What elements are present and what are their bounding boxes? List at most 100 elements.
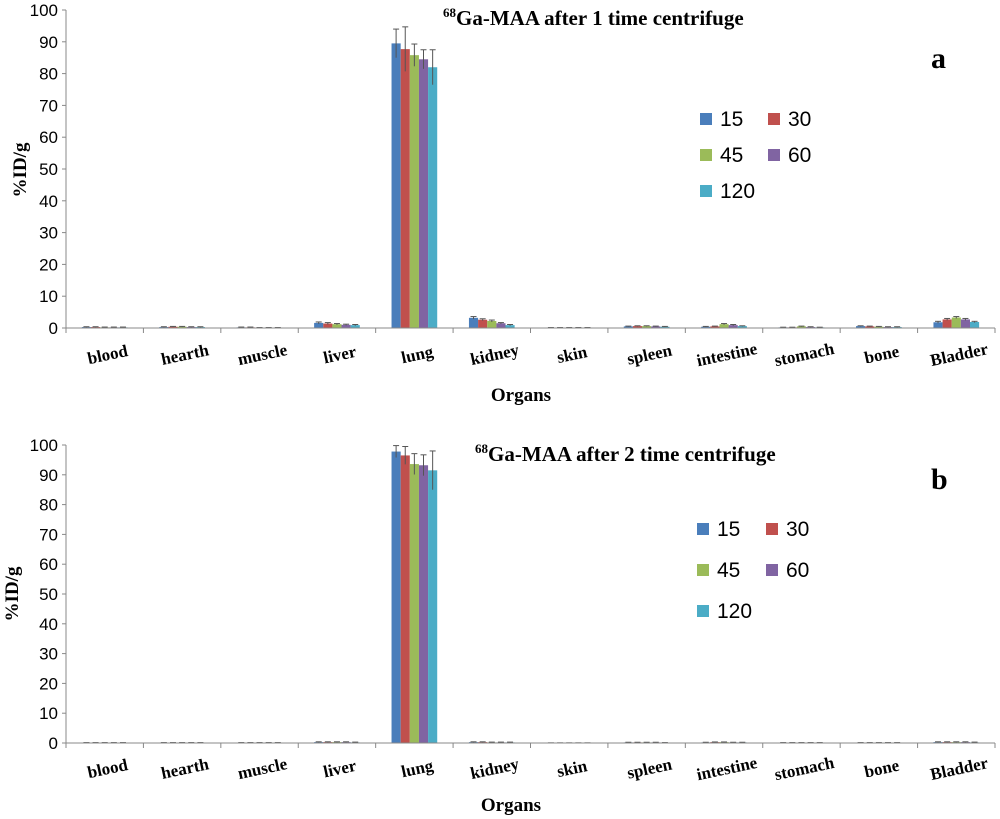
bar-spleen-45 [642, 326, 652, 328]
y-tick-label: 80 [39, 496, 58, 515]
bar-kidney-30 [478, 319, 488, 328]
legend-swatch-120 [700, 185, 712, 197]
x-tick-label-liver: liver [322, 756, 359, 782]
chart-title-text-a: Ga-MAA after 1 time centrifuge [456, 6, 744, 30]
y-tick-label: 50 [39, 160, 58, 179]
x-tick-label-hearth: hearth [159, 754, 211, 783]
axes-b [62, 444, 996, 748]
y-tick-label: 70 [39, 96, 58, 115]
legend-swatch-45 [700, 149, 712, 161]
x-tick-label-bladder: Bladder [929, 339, 991, 370]
y-tick-label: 70 [39, 525, 58, 544]
bar-bone-45 [874, 326, 884, 328]
legend-b: 15 30 45 60 120 [697, 518, 809, 623]
x-tick-labels-b: blood hearth muscle liver lung kidney skin sple… [86, 753, 990, 784]
y-tick-label: 90 [39, 466, 58, 485]
x-tick-label-hearth: hearth [159, 340, 211, 369]
x-tick-label-muscle: muscle [236, 754, 289, 783]
y-axis-title-b: %ID/g [2, 566, 23, 621]
legend-label-45: 45 [717, 559, 740, 582]
x-tick-label-skin: skin [555, 342, 589, 367]
y-tick-label: 30 [39, 224, 58, 243]
bar-lung-45 [409, 464, 419, 743]
y-tick-labels-b: 0 10 20 30 40 50 60 70 80 90 100 [30, 436, 58, 753]
legend-label-15: 15 [717, 518, 740, 541]
legend-swatch-120 [697, 605, 709, 617]
y-tick-label: 100 [30, 1, 58, 20]
bar-lung-60 [418, 465, 429, 743]
bar-hearth-30 [168, 326, 178, 328]
chart-panel-a: 68Ga-MAA after 1 time centrifuge a %ID/g… [10, 1, 996, 406]
x-tick-label-intestine: intestine [695, 753, 759, 784]
bar-spleen-60 [651, 326, 661, 328]
bars-b [81, 445, 980, 744]
y-tick-label: 30 [39, 645, 58, 664]
bar-bladder-45 [951, 317, 961, 328]
y-tick-label: 10 [39, 287, 58, 306]
bar-lung-15 [391, 43, 401, 328]
chart-panel-b: 68Ga-MAA after 2 time centrifuge b %ID/g… [2, 436, 996, 816]
legend-label-30: 30 [788, 108, 811, 131]
legend-label-120: 120 [720, 180, 755, 203]
bar-liver-30 [323, 323, 333, 328]
y-tick-label: 80 [39, 65, 58, 84]
bar-lung-120 [428, 470, 438, 743]
x-tick-label-spleen: spleen [625, 341, 674, 369]
legend-swatch-15 [700, 113, 712, 125]
bar-lung-30 [400, 455, 410, 743]
panel-letter-a: a [931, 42, 946, 75]
bar-bladder-60 [960, 319, 970, 328]
bar-liver-60 [341, 324, 351, 328]
bar-lung-60 [418, 59, 429, 328]
legend-label-45: 45 [720, 144, 743, 167]
chart-title-b: 68Ga-MAA after 2 time centrifuge [475, 441, 776, 466]
x-tick-labels-a: blood hearth muscle liver lung kidney skin sple… [86, 339, 990, 370]
legend-swatch-60 [766, 564, 778, 576]
y-tick-label: 20 [39, 674, 58, 693]
axes-a [62, 9, 996, 333]
bar-intestine-60 [728, 325, 738, 328]
legend-swatch-45 [697, 564, 709, 576]
y-tick-label: 0 [49, 319, 58, 338]
x-tick-label-kidney: kidney [469, 754, 521, 783]
bars-a [81, 26, 980, 329]
bar-spleen-15 [623, 326, 633, 328]
y-tick-label: 0 [49, 734, 58, 753]
x-tick-label-spleen: spleen [625, 755, 674, 783]
x-tick-label-bone: bone [863, 342, 902, 368]
y-tick-label: 50 [39, 585, 58, 604]
panel-letter-b: b [931, 463, 948, 496]
y-tick-label: 20 [39, 255, 58, 274]
legend-label-30: 30 [786, 518, 809, 541]
bar-bladder-15 [933, 322, 943, 328]
bar-bladder-30 [942, 319, 952, 328]
bar-lung-45 [409, 55, 419, 328]
bar-kidney-45 [487, 321, 497, 328]
bar-intestine-120 [737, 326, 747, 328]
x-tick-label-bladder: Bladder [929, 753, 991, 784]
chart-title-text-b: Ga-MAA after 2 time centrifuge [488, 442, 776, 466]
bar-lung-15 [391, 451, 401, 743]
y-tick-label: 100 [30, 436, 58, 455]
chart-title-sup-b: 68 [475, 441, 489, 456]
bar-spleen-120 [660, 326, 670, 328]
y-tick-label: 40 [39, 615, 58, 634]
x-tick-label-blood: blood [86, 755, 130, 782]
y-tick-label: 60 [39, 555, 58, 574]
chart-title-a: 68Ga-MAA after 1 time centrifuge [443, 5, 744, 30]
bar-liver-15 [314, 322, 324, 328]
legend-label-60: 60 [786, 559, 809, 582]
y-tick-label: 60 [39, 128, 58, 147]
bar-kidney-15 [468, 317, 479, 328]
chart-title-sup-a: 68 [443, 5, 457, 20]
bar-lung-30 [400, 49, 410, 328]
x-tick-label-liver: liver [322, 342, 359, 368]
x-tick-label-bone: bone [863, 756, 902, 782]
x-tick-label-intestine: intestine [695, 339, 759, 370]
x-tick-label-blood: blood [86, 341, 130, 368]
bar-stomach-45 [796, 326, 807, 328]
legend-swatch-60 [768, 149, 780, 161]
bar-spleen-30 [632, 326, 643, 328]
y-tick-label: 10 [39, 704, 58, 723]
